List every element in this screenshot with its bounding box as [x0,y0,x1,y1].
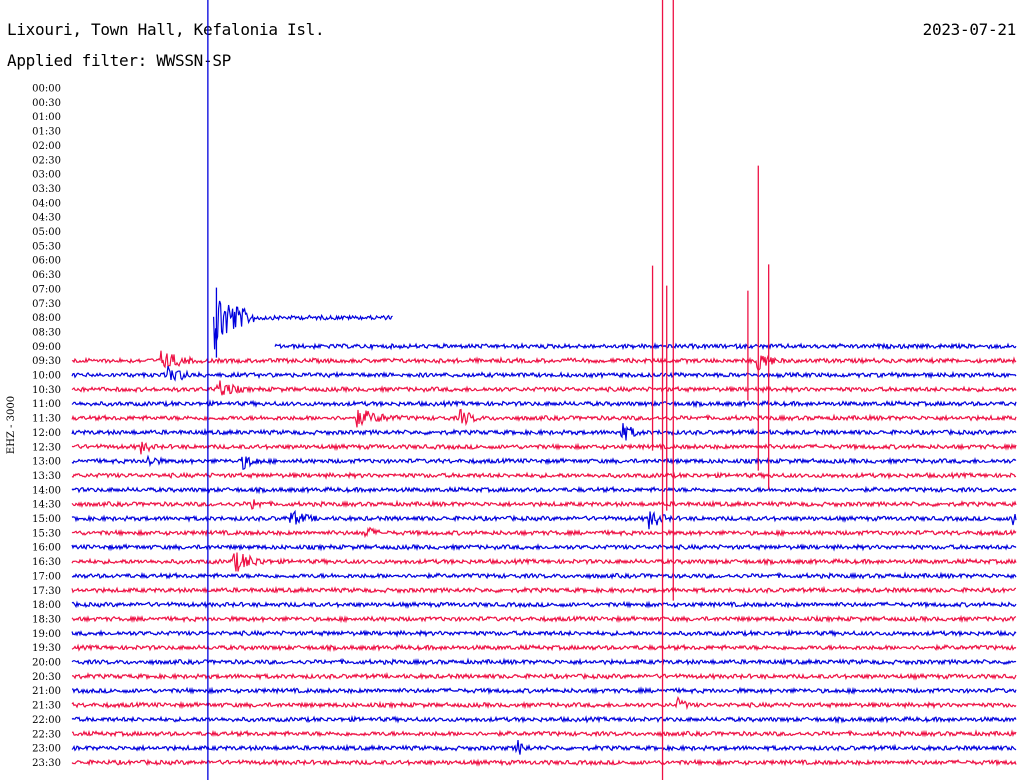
trace-1100 [71,399,1017,409]
trace-1430 [71,499,1017,510]
tick-label: 01:00 [32,112,61,123]
tick-label: 08:00 [32,313,61,324]
tick-label: 18:30 [32,614,61,625]
tick-label: 16:00 [32,543,61,554]
trace-2030 [71,671,1017,681]
tick-label: 15:30 [32,528,61,539]
trace-1000 [71,365,1017,382]
trace-1530 [71,526,1017,539]
tick-label: 08:30 [32,327,61,338]
tick-label: 21:00 [32,686,61,697]
tick-label: 06:00 [32,256,61,267]
station-title: Lixouri, Town Hall, Kefalonia Isl. [7,20,325,39]
trace-1900 [71,628,1017,638]
trace-group [71,0,1017,780]
tick-label: 03:30 [32,184,61,195]
trace-1500 [71,509,1017,530]
tick-label: 15:00 [32,514,61,525]
filter-label: Applied filter: WWSSN-SP [7,51,231,70]
tick-label: 07:00 [32,284,61,295]
tick-label: 23:00 [32,744,61,755]
trace-1700 [71,571,1017,580]
tick-label: 23:30 [32,758,61,769]
tick-label: 20:30 [32,672,61,683]
tick-label: 00:00 [32,84,61,95]
tick-label: 11:00 [32,399,61,410]
tick-label: 00:30 [32,98,61,109]
trace-1230 [71,441,1017,455]
trace-1800 [71,600,1017,609]
trace-2230 [71,729,1017,738]
tick-label: 13:00 [32,457,61,468]
tick-label: 04:30 [32,213,61,224]
tick-label: 02:30 [32,155,61,166]
trace-1330 [71,471,1017,480]
tick-label: 17:00 [32,571,61,582]
trace-0800 [213,300,393,350]
tick-label: 12:30 [32,442,61,453]
tick-label: 03:00 [32,170,61,181]
tick-label: 07:30 [32,299,61,310]
tick-label-group: 00:00 00:30 01:00 01:30 02:00 02:30 03:00 03:30… [32,84,61,769]
tick-label: 10:30 [32,385,61,396]
tick-label: 21:30 [32,701,61,712]
trace-1930 [71,643,1017,653]
trace-2130 [71,695,1017,711]
channel-label: EHZ - 3000 [6,396,17,454]
trace-0900 [274,342,1017,351]
tick-label: 09:30 [32,356,61,367]
tick-label: 13:30 [32,471,61,482]
tick-label: 12:00 [32,428,61,439]
trace-1200 [71,423,1017,441]
tick-label: 22:00 [32,715,61,726]
date-label: 2023-07-21 [922,20,1017,39]
trace-1600 [71,543,1017,552]
trace-2330 [71,758,1017,767]
tick-label: 17:30 [32,586,61,597]
tick-label: 14:30 [32,500,61,511]
tick-label: 10:00 [32,371,61,382]
tick-label: 19:30 [32,643,61,654]
trace-2200 [71,714,1017,724]
trace-2300 [71,740,1017,755]
tick-label: 04:00 [32,198,61,209]
trace-1130 [71,408,1017,428]
tick-label: 11:30 [32,414,61,425]
trace-1030 [71,380,1017,396]
trace-1300 [71,454,1017,470]
trace-2100 [71,686,1017,696]
tick-label: 05:30 [32,241,61,252]
tick-label: 14:00 [32,485,61,496]
tick-label: 16:30 [32,557,61,568]
tick-label: 18:00 [32,600,61,611]
tick-label: 09:00 [32,342,61,353]
tick-label: 02:00 [32,141,61,152]
trace-1630 [71,552,1017,572]
trace-2000 [71,657,1017,666]
trace-0930 [71,350,1017,371]
trace-1400 [71,485,1017,495]
tick-label: 19:00 [32,629,61,640]
tick-label: 05:00 [32,227,61,238]
tick-label: 06:30 [32,270,61,281]
trace-1730 [71,585,1017,595]
tick-label: 22:30 [32,729,61,740]
tick-label: 20:00 [32,658,61,669]
trace-1830 [71,614,1017,624]
tick-label: 01:30 [32,127,61,138]
